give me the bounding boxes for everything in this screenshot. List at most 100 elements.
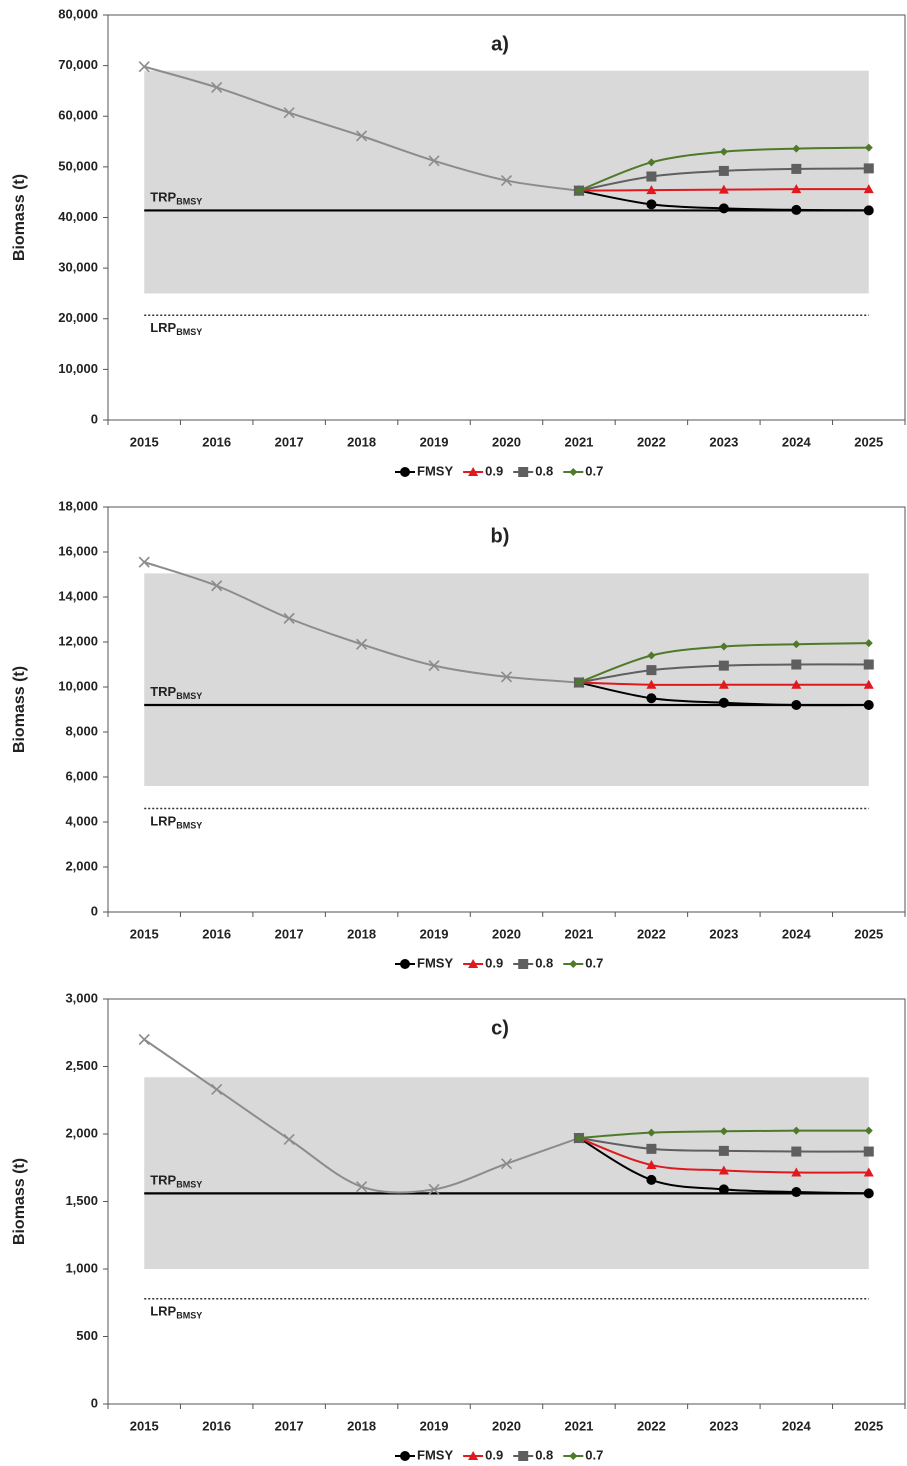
y-tick-label: 80,000 [58,6,98,21]
y-tick-label: 4,000 [65,813,98,828]
data-point [863,205,874,216]
y-tick-label: 0 [91,1395,98,1410]
data-point [792,640,801,649]
y-tick-label: 70,000 [58,57,98,72]
data-point [718,660,729,671]
data-point [864,1126,873,1135]
data-point [792,144,801,153]
y-axis-label: Biomass (t) [11,666,28,753]
data-point [719,147,728,156]
data-point [718,1165,729,1175]
data-point [646,693,657,704]
data-point [283,1133,295,1145]
data-point [791,204,802,215]
x-tick-label: 2021 [564,1418,593,1433]
data-point [863,700,874,710]
data-point [791,184,802,194]
data-point [791,700,802,710]
y-tick-label: 10,000 [58,678,98,693]
y-tick-label: 10,000 [58,361,98,376]
data-point [863,184,874,194]
legend-label: FMSY [417,1447,453,1462]
x-tick-label: 2017 [275,1418,304,1433]
x-tick-label: 2016 [202,926,231,941]
x-tick-label: 2015 [130,1418,159,1433]
legend-label: 0.9 [485,955,503,970]
data-point [718,1184,729,1195]
data-point [791,679,802,689]
data-point [792,1126,801,1135]
shaded-range [144,1077,869,1269]
x-tick-label: 2018 [347,1418,376,1433]
data-point [646,665,657,676]
y-tick-label: 20,000 [58,310,98,325]
legend-marker [468,959,479,968]
data-point [138,1033,150,1046]
legend-marker [518,959,529,969]
legend-label: FMSY [417,463,453,478]
panel-title: c) [491,1017,509,1039]
data-point [791,659,802,670]
y-tick-label: 2,500 [65,1058,98,1073]
x-tick-label: 2022 [637,1418,666,1433]
data-point [718,184,729,194]
x-tick-label: 2015 [130,434,159,449]
data-point [138,61,150,73]
y-tick-label: 3,000 [65,990,98,1005]
reference-label-main: LRP [150,1304,176,1319]
legend-label: 0.8 [535,463,553,478]
data-point [718,165,729,176]
y-tick-label: 30,000 [58,260,98,275]
y-tick-label: 1,500 [65,1193,98,1208]
x-tick-label: 2020 [492,926,521,941]
data-point [863,1167,874,1177]
data-point [574,678,583,687]
data-point [500,174,513,187]
legend-marker [569,960,578,968]
y-tick-label: 2,000 [65,858,98,873]
data-point [428,155,440,167]
x-tick-label: 2024 [782,1418,812,1433]
reference-label: TRPBMSY [150,190,202,207]
y-tick-label: 50,000 [58,158,98,173]
data-point [719,1127,728,1136]
x-tick-label: 2022 [637,434,666,449]
x-tick-label: 2016 [202,1418,231,1433]
x-tick-label: 2020 [492,1418,521,1433]
y-tick-label: 18,000 [58,498,98,513]
panel-title: b) [491,525,510,547]
x-tick-label: 2024 [782,434,812,449]
x-tick-label: 2018 [347,926,376,941]
x-tick-label: 2019 [420,434,449,449]
data-point [646,679,657,689]
data-point [863,659,874,670]
data-point [718,679,729,689]
shaded-range [144,573,869,786]
x-tick-label: 2023 [709,1418,738,1433]
x-tick-label: 2019 [420,1418,449,1433]
legend-marker [569,468,578,476]
data-point [283,612,295,624]
legend-label: 0.7 [585,1447,603,1462]
x-tick-label: 2022 [637,926,666,941]
data-point [647,158,656,167]
legend-label: 0.9 [485,463,503,478]
x-tick-label: 2020 [492,434,521,449]
data-point [718,1145,729,1156]
plot-frame [107,506,906,913]
reference-label: TRPBMSY [150,684,202,701]
y-tick-label: 12,000 [58,633,98,648]
x-tick-label: 2017 [275,434,304,449]
data-point [791,1187,802,1198]
data-point [646,185,657,195]
shaded-range [144,70,869,294]
panel-title: a) [491,33,509,55]
y-tick-label: 40,000 [58,209,98,224]
data-point [500,671,513,683]
data-point [574,186,583,195]
x-tick-label: 2025 [854,926,883,941]
legend-marker [400,467,410,477]
legend-marker [468,467,479,476]
x-tick-label: 2015 [130,926,159,941]
